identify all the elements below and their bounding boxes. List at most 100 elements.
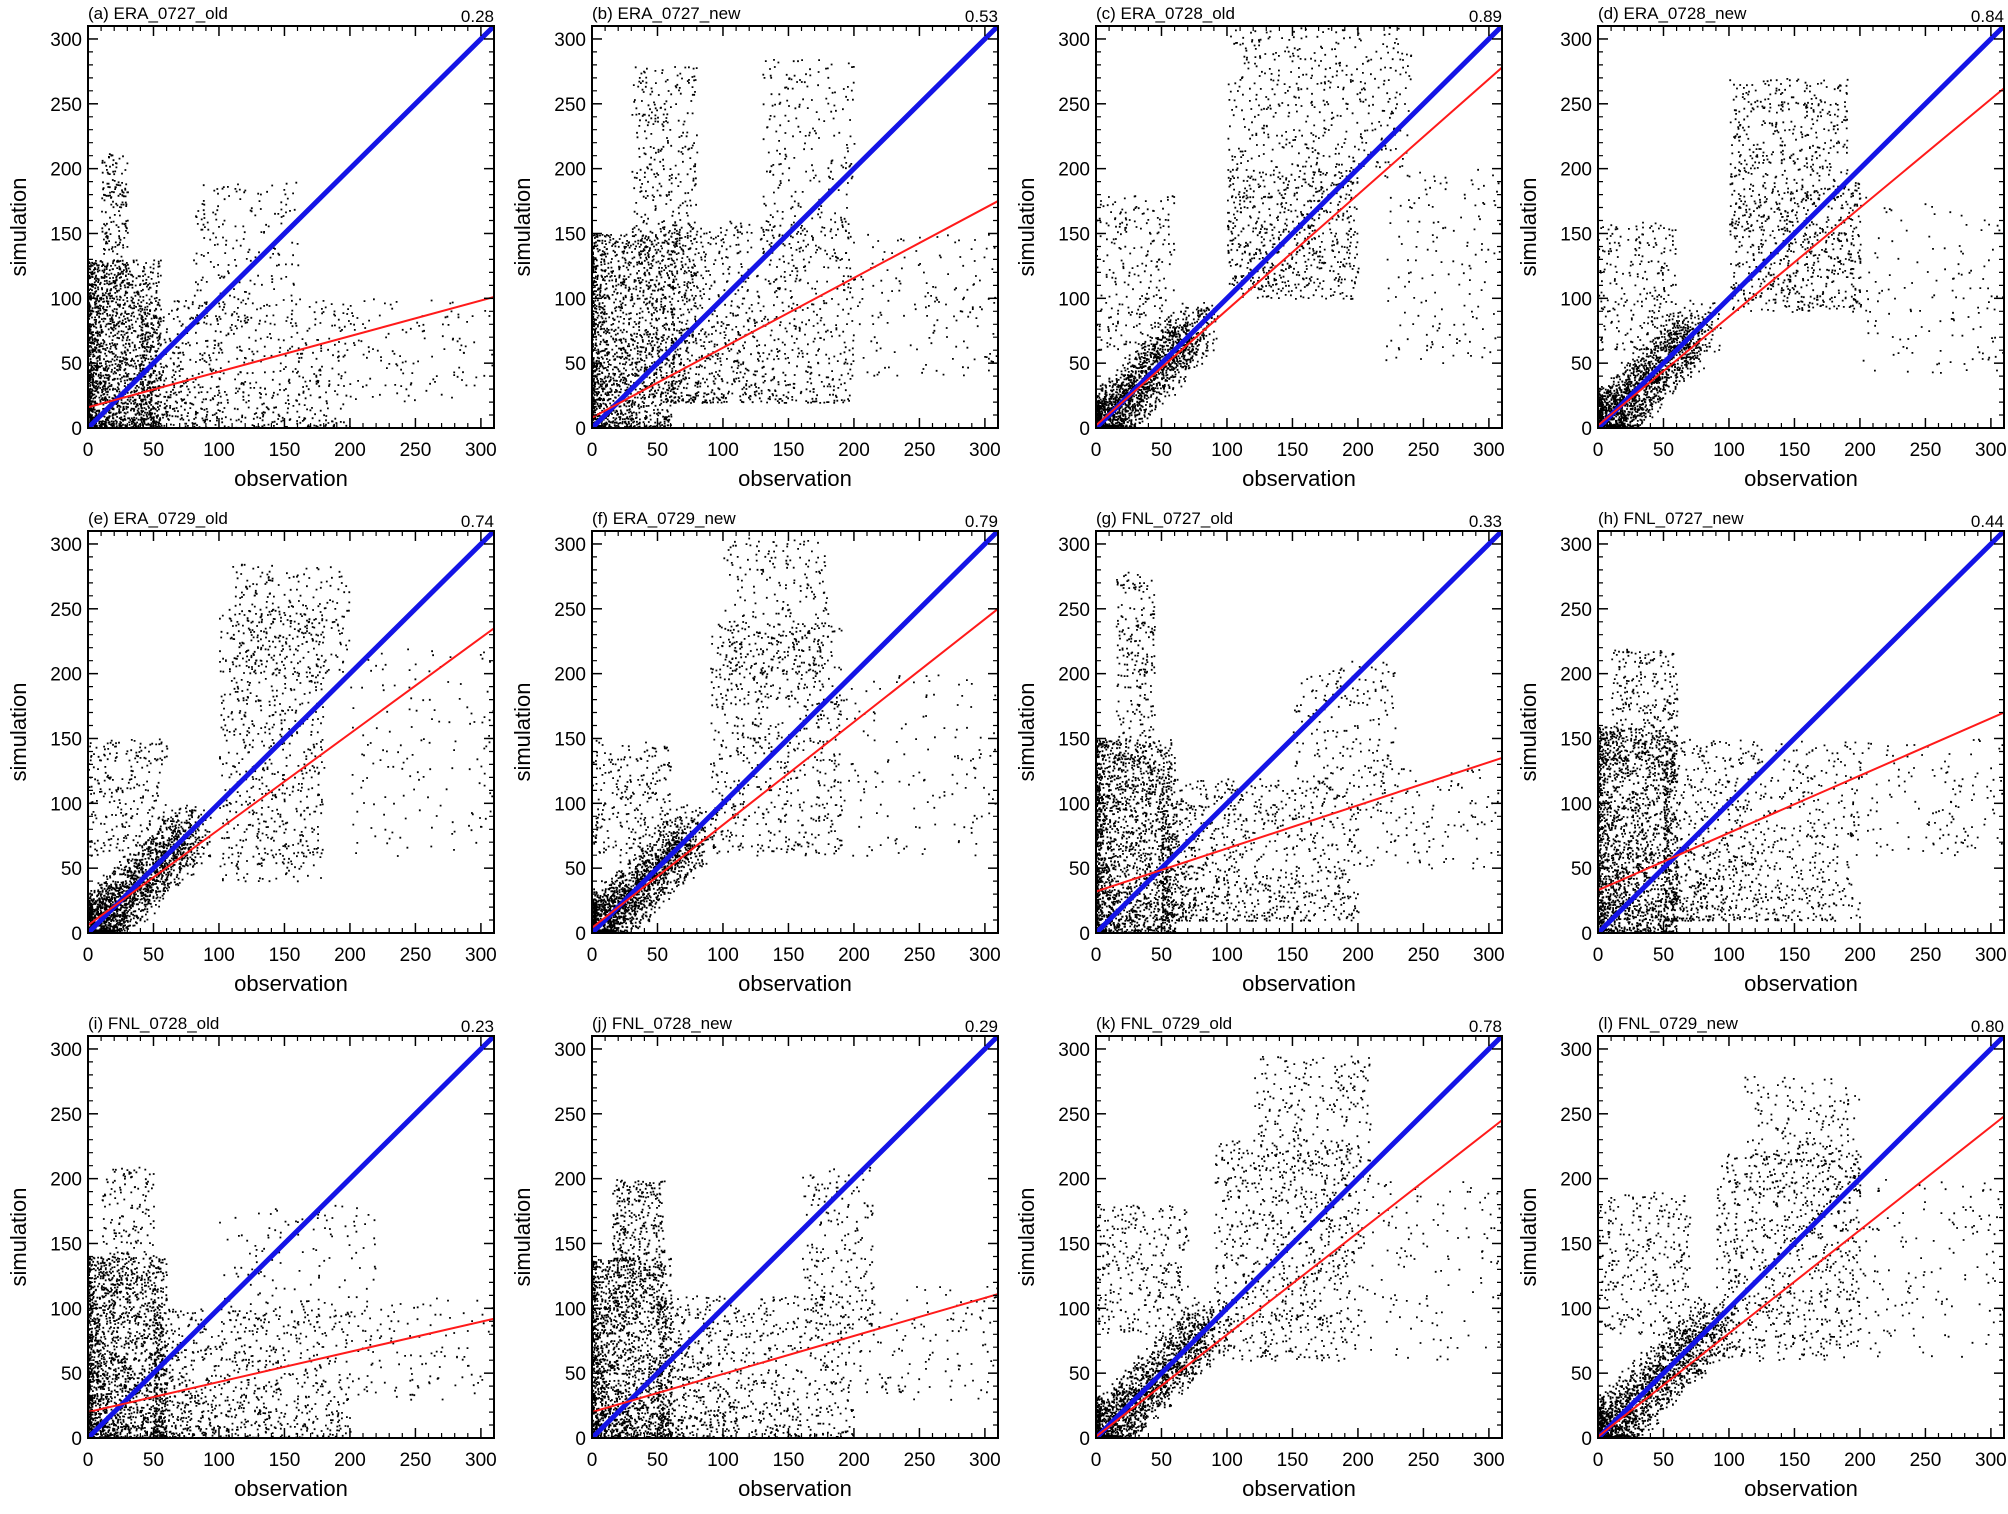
- x-axis-label: observation: [1744, 1476, 1858, 1501]
- x-tick-label: 50: [1653, 945, 1674, 966]
- y-tick-label: 0: [71, 419, 82, 440]
- x-tick-label: 0: [83, 1450, 94, 1471]
- x-tick-label: 200: [334, 945, 366, 966]
- x-tick-label: 100: [1211, 440, 1243, 461]
- y-tick-label: 50: [1571, 354, 1592, 375]
- correlation-value: 0.53: [965, 7, 998, 26]
- y-tick-label: 0: [71, 1429, 82, 1450]
- plot-frame: [87, 1035, 495, 1439]
- panel-title: (a) ERA_0727_old: [88, 4, 228, 23]
- minor-ticks: [88, 25, 495, 428]
- y-tick-label: 50: [565, 354, 586, 375]
- one-to-one-line: [1096, 531, 1502, 933]
- plot-frame: [1597, 1035, 2005, 1439]
- x-axis-label: observation: [1242, 466, 1356, 491]
- x-tick-label: 100: [1713, 945, 1745, 966]
- y-axis-label: simulation: [1014, 177, 1039, 276]
- x-tick-label: 0: [1593, 440, 1604, 461]
- one-to-one-line: [592, 531, 998, 933]
- y-tick-label: 0: [575, 419, 586, 440]
- minor-ticks: [1096, 1035, 1503, 1438]
- y-tick-label: 150: [1058, 1234, 1090, 1255]
- minor-ticks: [1598, 1035, 2005, 1438]
- x-tick-label: 100: [707, 1450, 739, 1471]
- y-tick-label: 300: [1058, 1040, 1090, 1061]
- y-tick-label: 150: [50, 729, 82, 750]
- x-tick-label: 250: [1408, 440, 1440, 461]
- x-tick-label: 200: [334, 440, 366, 461]
- minor-ticks: [1598, 530, 2005, 933]
- y-tick-label: 0: [1581, 419, 1592, 440]
- x-tick-label: 100: [203, 440, 235, 461]
- data-points: [1096, 571, 1500, 933]
- panel-title: (j) FNL_0728_new: [592, 1014, 733, 1033]
- regression-line: [1598, 87, 2004, 427]
- x-tick-label: 250: [904, 440, 936, 461]
- x-tick-label: 150: [269, 1450, 301, 1471]
- panel-title: (e) ERA_0729_old: [88, 509, 228, 528]
- y-tick-label: 300: [1560, 1040, 1592, 1061]
- y-tick-label: 150: [50, 1234, 82, 1255]
- x-tick-label: 200: [838, 1450, 870, 1471]
- panel-title: (l) FNL_0729_new: [1598, 1014, 1739, 1033]
- x-tick-label: 50: [1653, 1450, 1674, 1471]
- correlation-value: 0.84: [1971, 7, 2004, 26]
- x-tick-label: 0: [83, 945, 94, 966]
- y-tick-label: 200: [554, 1170, 586, 1191]
- y-tick-label: 50: [1571, 859, 1592, 880]
- y-tick-label: 250: [1560, 600, 1592, 621]
- y-tick-label: 200: [50, 665, 82, 686]
- regression-line: [88, 1317, 494, 1414]
- x-tick-label: 150: [773, 1450, 805, 1471]
- x-tick-label: 300: [1473, 1450, 1505, 1471]
- x-tick-label: 0: [1593, 945, 1604, 966]
- y-tick-label: 150: [1560, 729, 1592, 750]
- x-axis-label: observation: [1242, 1476, 1356, 1501]
- plot-frame: [1597, 25, 2005, 429]
- x-tick-label: 50: [1151, 945, 1172, 966]
- panel-title: (k) FNL_0729_old: [1096, 1014, 1232, 1033]
- x-tick-label: 0: [1091, 945, 1102, 966]
- correlation-value: 0.89: [1469, 7, 1502, 26]
- x-tick-label: 50: [647, 1450, 668, 1471]
- panel-title: (h) FNL_0727_new: [1598, 509, 1744, 528]
- x-tick-label: 250: [1910, 1450, 1942, 1471]
- y-tick-label: 100: [1058, 1299, 1090, 1320]
- y-tick-label: 200: [50, 160, 82, 181]
- plot-frame: [1095, 530, 1503, 934]
- y-tick-label: 300: [1560, 535, 1592, 556]
- correlation-value: 0.28: [461, 7, 494, 26]
- x-tick-label: 200: [838, 945, 870, 966]
- y-tick-label: 0: [1581, 924, 1592, 945]
- y-tick-label: 150: [554, 1234, 586, 1255]
- scatter-panel: 0 50 100 150 200 250 300 0 50 100 150 200 250 300 (a) …: [6, 4, 497, 491]
- panel-title: (g) FNL_0727_old: [1096, 509, 1233, 528]
- x-tick-label: 50: [143, 440, 164, 461]
- y-tick-label: 250: [1058, 95, 1090, 116]
- x-tick-label: 300: [969, 945, 1001, 966]
- y-axis-label: simulation: [6, 177, 31, 276]
- one-to-one-line: [1598, 531, 2004, 933]
- regression-line: [1096, 756, 1502, 893]
- x-tick-label: 150: [1277, 1450, 1309, 1471]
- y-tick-label: 0: [71, 924, 82, 945]
- x-tick-label: 300: [465, 945, 497, 966]
- plot-frame: [591, 530, 999, 934]
- y-tick-label: 100: [1560, 794, 1592, 815]
- x-tick-label: 100: [203, 1450, 235, 1471]
- x-axis-label: observation: [1744, 971, 1858, 996]
- y-tick-label: 100: [50, 794, 82, 815]
- x-tick-label: 150: [1277, 945, 1309, 966]
- scatter-panel: 0 50 100 150 200 250 300 0 50 100 150 200 250 300 (c) …: [1014, 4, 1505, 491]
- x-tick-label: 0: [1091, 440, 1102, 461]
- correlation-value: 0.74: [461, 512, 494, 531]
- x-tick-label: 0: [1091, 1450, 1102, 1471]
- x-tick-label: 300: [1473, 945, 1505, 966]
- x-tick-label: 200: [1844, 945, 1876, 966]
- y-axis-label: simulation: [1516, 1187, 1541, 1286]
- y-tick-label: 300: [50, 1040, 82, 1061]
- regression-line: [1598, 1115, 2004, 1438]
- y-tick-label: 300: [1560, 30, 1592, 51]
- scatter-panel: 0 50 100 150 200 250 300 0 50 100 150 200 250 300 (i) …: [6, 1014, 497, 1501]
- panel-title: (c) ERA_0728_old: [1096, 4, 1235, 23]
